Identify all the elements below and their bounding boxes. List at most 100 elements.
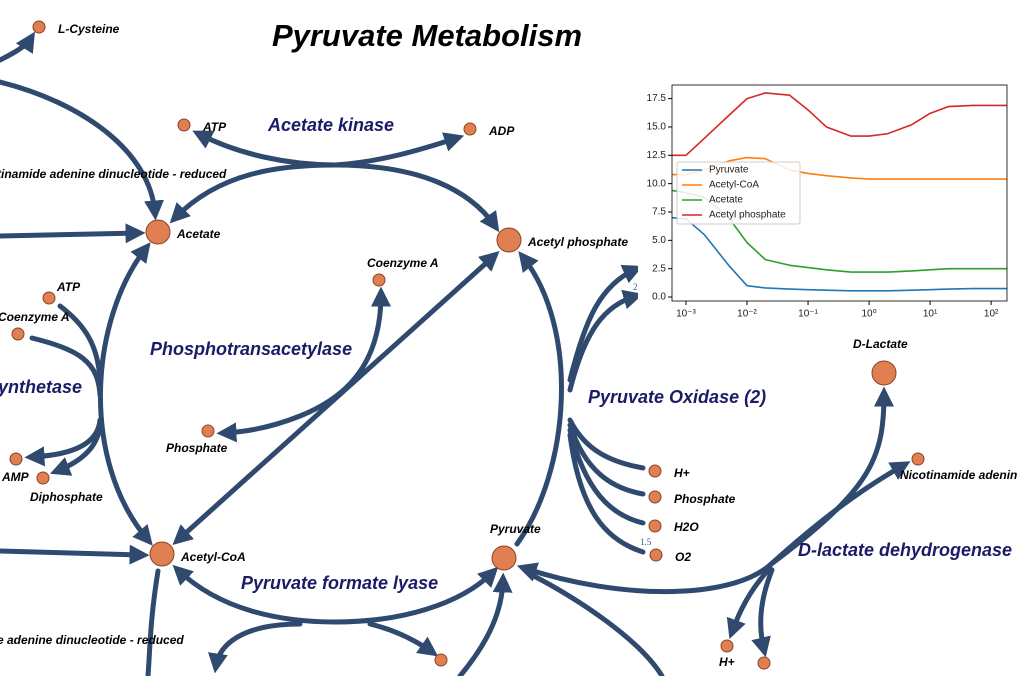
metabolite-node: [149, 541, 175, 567]
metabolite-node: [648, 519, 662, 533]
metabolite-label: Phosphate: [674, 492, 736, 506]
metabolite-node: [463, 122, 477, 136]
y-tick-label: 15.0: [647, 122, 667, 133]
metabolite-label: Phosphate: [166, 441, 228, 455]
edge: [767, 386, 894, 568]
metabolite-node: [496, 227, 522, 253]
enzyme-label: Pyruvate formate lyase: [241, 573, 438, 593]
legend-box: [676, 161, 801, 225]
metabolite-node: [32, 20, 46, 34]
plot-frame: [671, 84, 1008, 302]
metabolite-node: [648, 464, 662, 478]
edge: [29, 335, 103, 398]
metabolite-label: Pyruvate: [490, 522, 541, 536]
metabolite-label: O2: [675, 550, 691, 564]
metabolite-label: Acetate: [176, 227, 221, 241]
metabolite-label: H+: [719, 655, 735, 669]
edge: [192, 130, 338, 168]
metabolite-label: ATP: [202, 120, 227, 134]
metabolite-node: [9, 452, 23, 466]
edge: [145, 568, 161, 676]
metabolite-node: [649, 548, 663, 562]
x-tick-label: 10⁻³: [676, 309, 696, 320]
edge: [0, 544, 150, 565]
edge: [216, 286, 391, 443]
metabolite-label: AMP: [1, 470, 30, 484]
edge: [0, 79, 164, 221]
metabolite-node: [871, 360, 897, 386]
metabolite-label: Coenzyme A: [0, 310, 70, 324]
y-tick-label: 17.5: [647, 93, 667, 104]
metabolite-label: Acetyl phosphate: [527, 235, 628, 249]
metabolite-node: [911, 452, 925, 466]
metabolite-node: [42, 291, 56, 305]
metabolite-label: ATP: [56, 280, 81, 294]
metabolite-node: [372, 273, 386, 287]
series-line: [672, 216, 1007, 292]
edge: [516, 461, 911, 595]
edge: [726, 565, 773, 640]
metabolite-label: Diphosphate: [30, 490, 103, 504]
y-tick-label: 2.5: [652, 263, 666, 274]
edge: [457, 572, 513, 676]
metabolite-node: [177, 118, 191, 132]
edge: [208, 621, 303, 674]
metabolite-label: ADP: [488, 124, 515, 138]
metabolite-label: Coenzyme A: [367, 256, 439, 270]
metabolite-node: [434, 653, 448, 667]
edge-label: 1.5: [640, 537, 652, 547]
edge: [332, 162, 500, 233]
edge: [0, 31, 35, 63]
metabolite-node: [720, 639, 734, 653]
y-tick-label: 0.0: [652, 292, 666, 303]
metabolite-node: [36, 471, 50, 485]
metabolite-node: [757, 656, 771, 670]
edge: [0, 223, 146, 244]
edge-label: 2: [633, 282, 638, 292]
x-tick-label: 10⁰: [862, 309, 877, 320]
metabolite-label: Acetyl-CoA: [180, 550, 246, 564]
enzyme-label: Phosphotransacetylase: [150, 339, 352, 359]
metabolite-node: [648, 490, 662, 504]
edges: [0, 31, 911, 676]
edge: [567, 289, 644, 393]
y-tick-label: 7.5: [652, 207, 666, 218]
metabolite-label: Nicotinamide adenin: [900, 468, 1017, 482]
edge: [514, 251, 564, 547]
legend-label: Acetyl phosphate: [709, 210, 786, 221]
diagram-title: Pyruvate Metabolism: [272, 18, 582, 53]
x-tick-label: 10¹: [923, 309, 938, 320]
legend-label: Pyruvate: [709, 165, 749, 176]
y-tick-label: 5.0: [652, 235, 666, 246]
enzyme-label: Pyruvate Oxidase (2): [588, 387, 766, 407]
nodes: L-Cysteine ATP ADP tinamide adenine dinucle…: [0, 20, 1017, 669]
edge: [751, 567, 775, 658]
edge: [97, 242, 153, 546]
edge: [529, 572, 665, 676]
enzyme-label: D-lactate dehydrogenase: [798, 540, 1012, 560]
metabolite-label: e adenine dinucleotide - reduced: [0, 633, 184, 647]
metabolite-node: [145, 219, 171, 245]
edge: [332, 132, 465, 168]
x-tick-label: 10⁻²: [737, 309, 757, 320]
inset-chart: 0.0 2.5 5.0 7.5 10.0 12.5 15.0 17.5 10⁻³ 10⁻² 10⁻¹…: [638, 82, 1020, 328]
edge: [50, 422, 103, 476]
y-tick-label: 10.0: [647, 178, 667, 189]
enzyme-label: Acetate kinase: [267, 115, 394, 135]
legend-label: Acetate: [709, 195, 743, 206]
x-tick-label: 10⁻¹: [798, 309, 818, 320]
y-tick-label: 12.5: [647, 150, 667, 161]
edge: [57, 303, 103, 383]
metabolite-label: L-Cysteine: [58, 22, 120, 36]
metabolite-label: H+: [674, 466, 690, 480]
metabolite-label: H2O: [674, 520, 699, 534]
metabolite-node: [201, 424, 215, 438]
metabolite-label: D-Lactate: [853, 337, 908, 351]
enzyme-label: ynthetase: [0, 377, 82, 397]
metabolite-node: [11, 327, 25, 341]
edge: [172, 564, 499, 625]
series-line: [672, 92, 1007, 157]
legend-label: Acetyl-CoA: [709, 180, 759, 191]
edge: [367, 621, 439, 657]
